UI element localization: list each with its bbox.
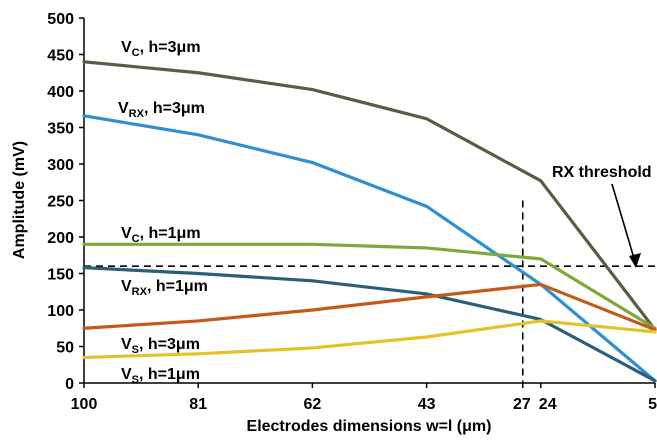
y-tick-label: 350: [47, 121, 74, 138]
x-tick-label: 62: [304, 396, 322, 413]
series-line: [82, 242, 657, 330]
x-tick-label: 43: [418, 396, 436, 413]
series-line: [82, 266, 657, 383]
series-line: [82, 319, 657, 360]
y-tick-label: 500: [47, 11, 74, 28]
x-tick-label: 5: [648, 396, 657, 413]
y-tick-label: 400: [47, 84, 74, 101]
y-tick-label: 100: [47, 303, 74, 320]
y-tick-label: 0: [65, 376, 74, 393]
y-tick-label: 300: [47, 157, 74, 174]
series-label: VRX, h=3μm: [118, 100, 205, 120]
rx-threshold-arrowhead: [629, 253, 641, 268]
series-labels: VC, h=3μm VRX, h=3μm VC, h=1μm VRX, h=1μm VS…: [118, 39, 208, 386]
series-line: [82, 282, 657, 332]
series-label: VC, h=3μm: [121, 39, 201, 59]
rx-threshold-label: RX threshold: [552, 164, 652, 181]
y-tick-label: 450: [47, 48, 74, 65]
x-tick-label: 100: [71, 396, 98, 413]
rx-threshold-arrow: [611, 183, 637, 266]
series-label: VS, h=1μm: [121, 366, 200, 386]
x-tick-label: 24: [539, 396, 557, 413]
series-line: [82, 60, 657, 332]
threshold-lines: [84, 200, 655, 383]
x-axis-title: Electrodes dimensions w=l (μm): [247, 418, 492, 435]
x-axis-ticks: 100 81 62 43 27 24 5: [71, 383, 657, 413]
series-label: VS, h=3μm: [121, 336, 200, 356]
x-tick-label: 81: [189, 396, 207, 413]
series-label: VC, h=1μm: [121, 225, 201, 245]
y-tick-label: 200: [47, 230, 74, 247]
series-label: VRX, h=1μm: [121, 278, 208, 298]
series-line: [82, 114, 657, 383]
series-lines: [82, 60, 657, 383]
y-axis-ticks: 0 50 100 150 200 250 300 350 400 450 500: [47, 11, 84, 393]
y-tick-label: 150: [47, 267, 74, 284]
y-axis-title: Amplitude (mV): [11, 141, 28, 259]
y-tick-label: 50: [56, 340, 74, 357]
y-tick-label: 250: [47, 194, 74, 211]
x-tick-label: 27: [513, 396, 531, 413]
